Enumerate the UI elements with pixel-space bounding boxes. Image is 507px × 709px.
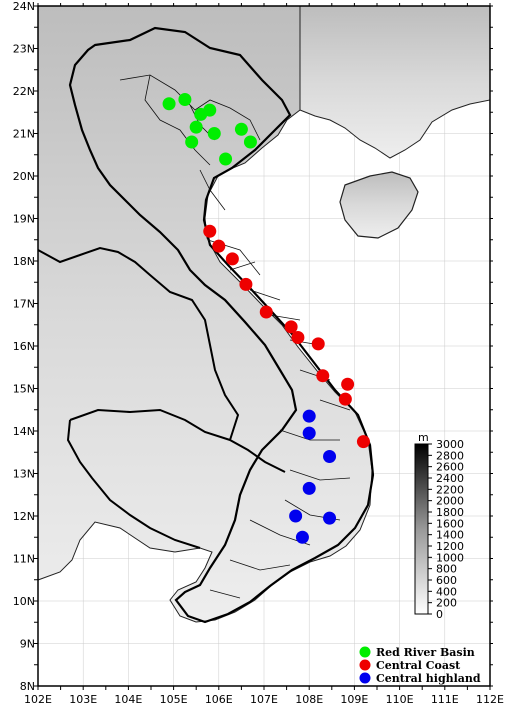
frame-ticks bbox=[34, 3, 493, 690]
lat-tick-label: 21N bbox=[13, 128, 35, 141]
colorbar-tick-label: 2400 bbox=[436, 472, 464, 485]
province-boundaries bbox=[119, 74, 351, 599]
central-coast-station bbox=[225, 252, 239, 266]
colorbar-tick-label: 200 bbox=[436, 597, 457, 610]
lon-tick-label: 102E bbox=[24, 693, 52, 706]
colorbar-tick-label: 400 bbox=[436, 585, 457, 598]
legend-label: Central highland bbox=[376, 672, 481, 685]
legend-marker bbox=[359, 646, 371, 658]
legend-label: Red River Basin bbox=[376, 646, 475, 659]
lat-tick-label: 12N bbox=[13, 510, 35, 523]
lat-tick-label: 19N bbox=[13, 213, 35, 226]
red-river-station bbox=[219, 152, 233, 166]
central-coast-station bbox=[338, 392, 352, 406]
lon-tick-label: 104E bbox=[114, 693, 142, 706]
red-river-station bbox=[189, 120, 203, 134]
red-river-station bbox=[162, 97, 176, 111]
central-coast-station bbox=[316, 369, 330, 383]
red-river-station bbox=[178, 93, 192, 106]
colorbar-tick-label: 1400 bbox=[436, 529, 464, 542]
lat-tick-label: 24N bbox=[13, 0, 35, 13]
lat-tick-label: 17N bbox=[13, 298, 35, 311]
red-river-station bbox=[207, 127, 221, 140]
latitude-labels: 8N 9N 10N 11N 12N 13N 14N 15N 16N 17N 18N 19N 20N 21N… bbox=[13, 0, 35, 693]
red-river-station bbox=[234, 122, 248, 136]
colorbar: m 02004006008001000120014001600180020002… bbox=[414, 431, 464, 621]
central-highland-station bbox=[302, 409, 316, 423]
red-river-station bbox=[185, 135, 199, 149]
colorbar-tick-label: 0 bbox=[436, 608, 443, 621]
colorbar-tick-label: 3000 bbox=[436, 438, 464, 451]
central-highland-station bbox=[289, 509, 303, 523]
central-coast-station bbox=[311, 337, 325, 351]
central-coast-station bbox=[341, 377, 355, 391]
longitude-labels: 102E 103E 104E 105E 106E 107E 108E 109E 110E 111E… bbox=[24, 693, 504, 706]
colorbar-tick-label: 800 bbox=[436, 563, 457, 576]
vietnam-border bbox=[68, 26, 375, 624]
central-coast-station bbox=[259, 305, 273, 319]
lon-tick-label: 103E bbox=[69, 693, 97, 706]
stations-layer bbox=[162, 93, 370, 544]
lat-tick-label: 16N bbox=[13, 340, 35, 353]
lat-tick-label: 8N bbox=[20, 680, 35, 693]
central-highland-station bbox=[323, 511, 337, 525]
colorbar-tick-label: 1600 bbox=[436, 517, 464, 530]
colorbar-tick-label: 2000 bbox=[436, 495, 464, 508]
red-river-station bbox=[243, 135, 257, 149]
legend-marker bbox=[359, 659, 371, 671]
country-borders bbox=[37, 246, 286, 549]
lat-tick-label: 22N bbox=[13, 85, 35, 98]
central-highland-station bbox=[323, 450, 337, 463]
lat-tick-label: 23N bbox=[13, 43, 35, 56]
lon-tick-label: 108E bbox=[295, 693, 323, 706]
lon-tick-label: 110E bbox=[386, 693, 414, 706]
central-coast-station bbox=[291, 331, 305, 344]
lat-tick-label: 18N bbox=[13, 255, 35, 268]
central-highland-station bbox=[302, 481, 316, 495]
central-highland-station bbox=[295, 530, 309, 544]
central-coast-station bbox=[356, 435, 370, 449]
colorbar-tick-label: 2600 bbox=[436, 461, 464, 474]
red-river-station bbox=[203, 103, 217, 117]
lat-tick-label: 20N bbox=[13, 170, 35, 183]
legend-marker bbox=[359, 672, 371, 684]
china-coastline bbox=[299, 5, 491, 159]
colorbar-unit: m bbox=[418, 431, 429, 444]
colorbar-tick-label: 1000 bbox=[436, 551, 464, 564]
colorbar-tick-label: 600 bbox=[436, 574, 457, 587]
lon-tick-label: 107E bbox=[250, 693, 278, 706]
lon-tick-label: 106E bbox=[205, 693, 233, 706]
central-coast-station bbox=[239, 277, 253, 291]
lon-tick-label: 105E bbox=[160, 693, 188, 706]
lon-tick-label: 109E bbox=[340, 693, 368, 706]
colorbar-labels: 0200400600800100012001400160018002000220… bbox=[428, 438, 464, 621]
lat-tick-label: 11N bbox=[13, 553, 35, 566]
lon-tick-label: 111E bbox=[431, 693, 459, 706]
lat-tick-label: 10N bbox=[13, 595, 35, 608]
lat-tick-label: 13N bbox=[13, 468, 35, 481]
lat-tick-label: 15N bbox=[13, 383, 35, 396]
central-coast-station bbox=[284, 320, 298, 334]
lon-tick-label: 112E bbox=[476, 693, 504, 706]
colorbar-tick-label: 2800 bbox=[436, 449, 464, 462]
lat-tick-label: 9N bbox=[20, 638, 35, 651]
legend-label: Central Coast bbox=[376, 659, 461, 672]
central-coast-station bbox=[203, 224, 217, 238]
colorbar-tick-label: 2200 bbox=[436, 483, 464, 496]
central-highland-station bbox=[302, 426, 316, 440]
colorbar-ramp bbox=[414, 443, 429, 615]
central-coast-station bbox=[212, 239, 226, 253]
hainan-island bbox=[339, 171, 419, 239]
colorbar-tick-label: 1800 bbox=[436, 506, 464, 519]
colorbar-tick-label: 1200 bbox=[436, 540, 464, 553]
lat-tick-label: 14N bbox=[13, 425, 35, 438]
